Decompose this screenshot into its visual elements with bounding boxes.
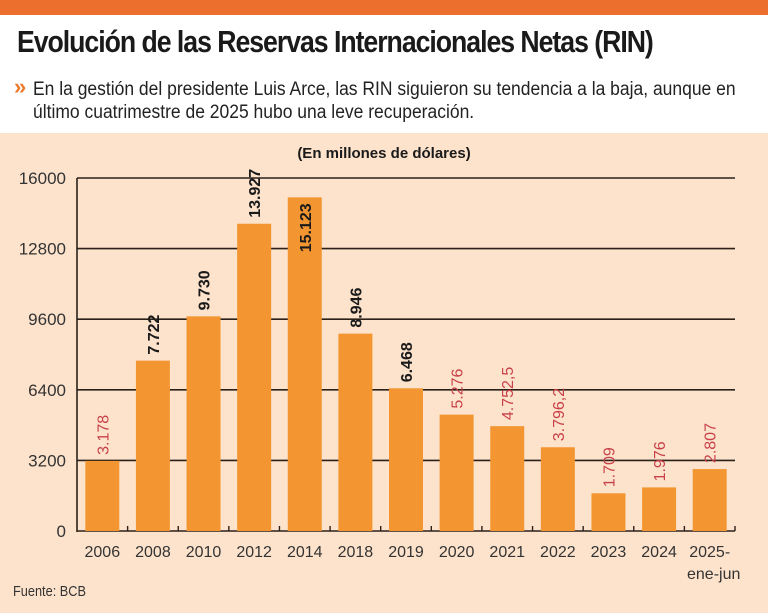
chart-title: Evolución de las Reservas Internacionale… [17, 24, 654, 59]
data-label: 3.178 [95, 415, 112, 455]
data-label: 9.730 [197, 270, 214, 310]
bar [338, 333, 373, 531]
x-tick-label: 2014 [287, 544, 323, 561]
y-tick-label: 3200 [28, 451, 66, 470]
double-chevron-right-icon: » [14, 74, 27, 99]
bar [135, 360, 170, 531]
source-note: Fuente: BCB [13, 583, 87, 600]
data-label: 5.276 [450, 368, 467, 408]
x-tick-label: ene-jun [687, 566, 740, 583]
y-tick-label: 16000 [19, 169, 66, 188]
data-label: 1.709 [601, 447, 618, 487]
data-label: 15.123 [298, 203, 315, 252]
data-label: 4.752,5 [500, 367, 517, 420]
header-panel [0, 15, 768, 133]
chart-subtitle: En la gestión del presidente Luis Arce, … [33, 79, 736, 123]
y-tick-label: 0 [57, 522, 66, 541]
x-tick-label: 2010 [186, 544, 222, 561]
data-label: 8.946 [348, 287, 365, 327]
x-tick-label: 2023 [591, 544, 627, 561]
bar [287, 197, 322, 531]
data-label: 3.796,2 [551, 388, 568, 441]
x-tick-label: 2018 [338, 544, 374, 561]
x-tick-label: 2024 [641, 544, 677, 561]
bar [591, 493, 626, 531]
x-tick-label: 2020 [439, 544, 475, 561]
bar [389, 388, 423, 531]
y-tick-label: 6400 [28, 381, 66, 400]
x-tick-label: 2006 [85, 544, 121, 561]
x-tick-label: 2022 [540, 544, 576, 561]
x-tick-label: 2021 [489, 544, 525, 561]
bar [85, 460, 120, 531]
x-tick-label: 2008 [135, 544, 171, 561]
y-tick-label: 9600 [28, 310, 66, 329]
unit-label: (En millones de dólares) [297, 145, 471, 162]
bar [692, 469, 727, 531]
data-label: 6.468 [399, 342, 416, 382]
bar [439, 414, 474, 531]
x-tick-label: 2025- [689, 544, 730, 561]
y-tick-label: 12800 [19, 240, 66, 259]
bar [642, 487, 677, 531]
bar [237, 223, 272, 531]
top-accent-bar [0, 0, 768, 15]
bar [490, 426, 525, 531]
data-label: 2.807 [703, 423, 720, 463]
bar [186, 316, 221, 531]
x-tick-label: 2019 [388, 544, 424, 561]
bar [540, 447, 575, 531]
data-label: 1.976 [652, 441, 669, 481]
data-label: 7.722 [146, 314, 163, 354]
data-label: 13.927 [247, 169, 264, 218]
x-tick-label: 2012 [236, 544, 272, 561]
